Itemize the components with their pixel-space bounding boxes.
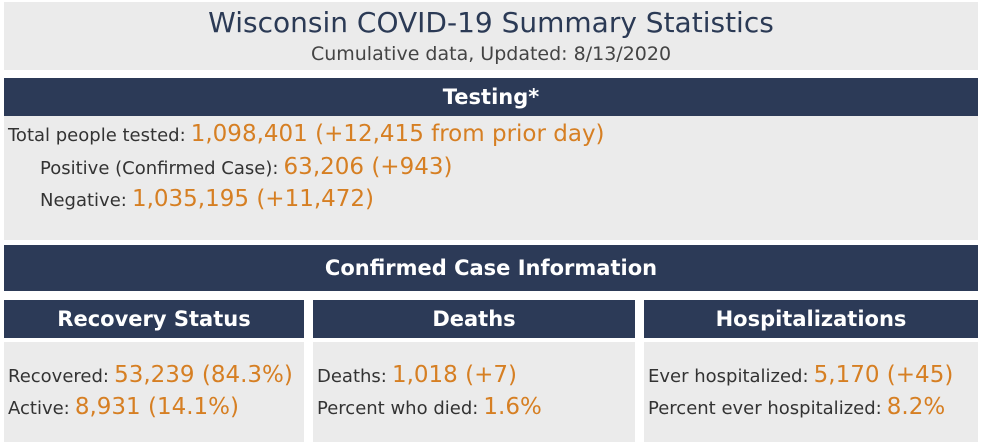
hospitalizations-heading: Hospitalizations bbox=[715, 307, 907, 331]
total-tested-value: 1,098,401 (+12,415 from prior day) bbox=[190, 121, 605, 147]
recovered-row: Recovered: 53,239 (84.3%) bbox=[8, 362, 293, 388]
confirmed-case-heading-bar: Confirmed Case Information bbox=[4, 245, 978, 291]
testing-panel: Total people tested: 1,098,401 (+12,415 … bbox=[4, 116, 978, 240]
percent-hospitalized-row: Percent ever hospitalized: 8.2% bbox=[648, 394, 945, 420]
recovery-heading: Recovery Status bbox=[57, 307, 251, 331]
positive-label: Positive (Confirmed Case): bbox=[40, 158, 279, 179]
percent-hospitalized-label: Percent ever hospitalized: bbox=[648, 398, 882, 419]
percent-died-value: 1.6% bbox=[483, 394, 542, 420]
deaths-value: 1,018 (+7) bbox=[391, 362, 517, 388]
percent-hospitalized-value: 8.2% bbox=[886, 394, 946, 420]
active-label: Active: bbox=[8, 398, 70, 419]
hospitalizations-panel: Ever hospitalized: 5,170 (+45) Percent e… bbox=[644, 342, 978, 442]
deaths-label: Deaths: bbox=[317, 366, 387, 387]
recovered-label: Recovered: bbox=[8, 366, 109, 387]
hospitalizations-heading-bar: Hospitalizations bbox=[644, 300, 978, 338]
testing-heading: Testing* bbox=[442, 85, 540, 109]
deaths-heading: Deaths bbox=[432, 307, 516, 331]
ever-hospitalized-value: 5,170 (+45) bbox=[813, 362, 954, 388]
deaths-panel: Deaths: 1,018 (+7) Percent who died: 1.6… bbox=[313, 342, 635, 442]
page-subtitle: Cumulative data, Updated: 8/13/2020 bbox=[310, 43, 672, 65]
negative-row: Negative: 1,035,195 (+11,472) bbox=[40, 186, 374, 212]
testing-heading-bar: Testing* bbox=[4, 78, 978, 116]
negative-value: 1,035,195 (+11,472) bbox=[131, 186, 375, 212]
percent-died-label: Percent who died: bbox=[317, 398, 479, 419]
total-tested-label: Total people tested: bbox=[8, 125, 186, 146]
deaths-heading-bar: Deaths bbox=[313, 300, 635, 338]
confirmed-case-heading: Confirmed Case Information bbox=[324, 256, 658, 280]
summary-header: Wisconsin COVID-19 Summary Statistics Cu… bbox=[4, 2, 978, 70]
ever-hospitalized-row: Ever hospitalized: 5,170 (+45) bbox=[648, 362, 953, 388]
recovery-panel: Recovered: 53,239 (84.3%) Active: 8,931 … bbox=[4, 342, 304, 442]
recovered-value: 53,239 (84.3%) bbox=[114, 362, 293, 388]
deaths-row: Deaths: 1,018 (+7) bbox=[317, 362, 517, 388]
ever-hospitalized-label: Ever hospitalized: bbox=[648, 366, 809, 387]
negative-label: Negative: bbox=[40, 190, 127, 211]
page-title: Wisconsin COVID-19 Summary Statistics bbox=[208, 6, 774, 39]
recovery-heading-bar: Recovery Status bbox=[4, 300, 304, 338]
percent-died-row: Percent who died: 1.6% bbox=[317, 394, 542, 420]
active-row: Active: 8,931 (14.1%) bbox=[8, 394, 239, 420]
active-value: 8,931 (14.1%) bbox=[74, 394, 240, 420]
total-tested-row: Total people tested: 1,098,401 (+12,415 … bbox=[8, 121, 605, 147]
positive-row: Positive (Confirmed Case): 63,206 (+943) bbox=[40, 154, 452, 180]
positive-value: 63,206 (+943) bbox=[283, 154, 453, 180]
